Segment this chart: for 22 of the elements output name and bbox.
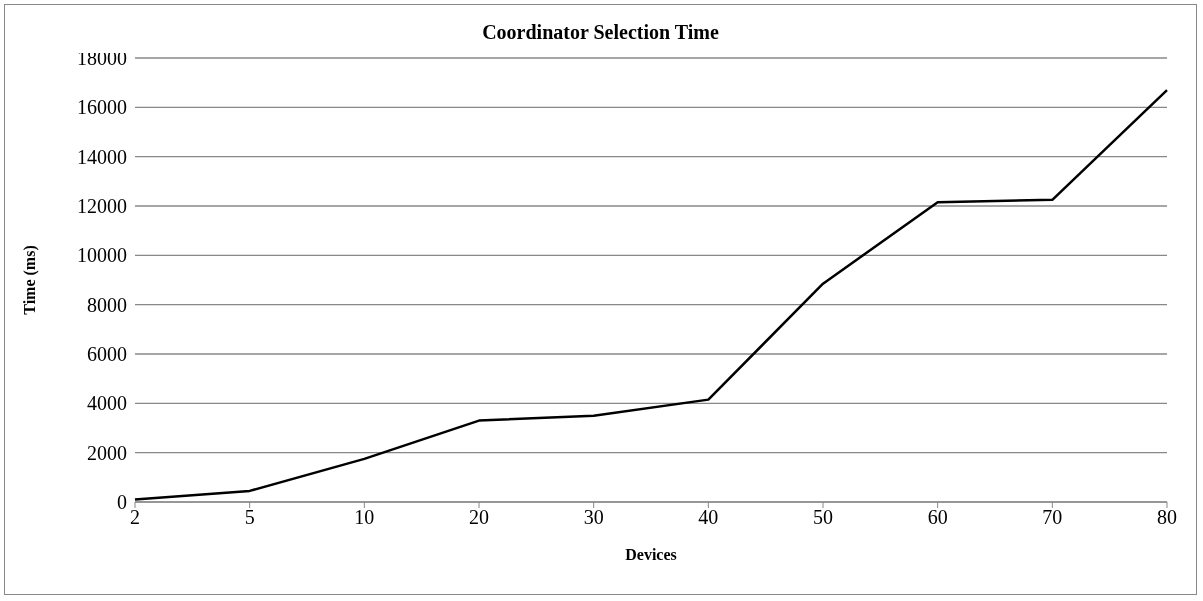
y-tick-label: 14000 (77, 145, 127, 168)
x-tick-label: 5 (244, 506, 255, 529)
y-tick-label: 0 (117, 491, 127, 514)
x-tick-label: 20 (469, 506, 489, 529)
x-axis-title: Devices (625, 546, 677, 563)
y-tick-label: 10000 (77, 244, 127, 267)
y-tick-label: 12000 (77, 195, 127, 218)
x-tick-label: 50 (813, 506, 833, 529)
x-tick-label: 2 (130, 506, 140, 529)
x-tick-label: 60 (927, 506, 948, 529)
x-tick-label: 30 (583, 506, 604, 529)
y-tick-label: 8000 (87, 293, 127, 316)
y-tick-label: 6000 (87, 343, 127, 366)
x-tick-label: 10 (354, 506, 375, 529)
y-tick-label: 4000 (87, 392, 127, 415)
y-tick-label: 16000 (77, 96, 127, 119)
y-tick-label: 2000 (87, 441, 127, 464)
chart-title: Coordinator Selection Time (481, 21, 720, 44)
x-tick-label: 70 (1042, 506, 1063, 529)
y-axis-title: Time (ms) (20, 245, 39, 315)
x-tick-label: 40 (698, 506, 719, 529)
x-tick-label: 80 (1157, 506, 1177, 529)
